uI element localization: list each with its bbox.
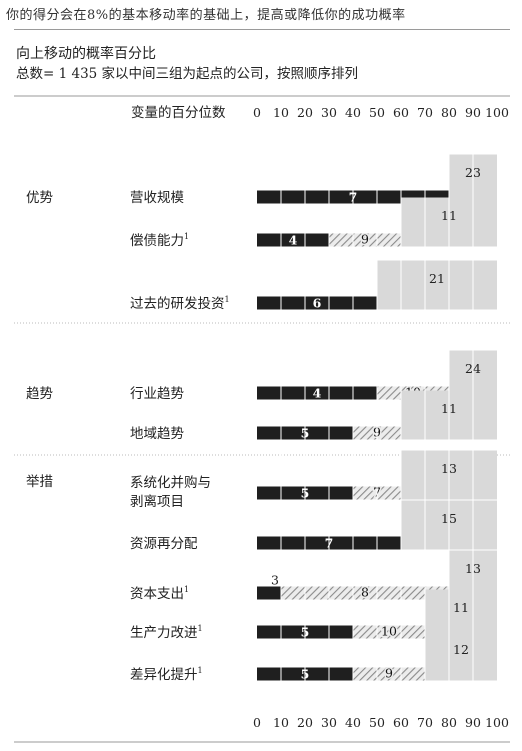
chart-subtitle: 总数= 1 435 家以中间三组为起点的公司，按照顺序排列 [16,66,359,82]
x-tick-label-top: 90 [465,105,481,120]
row-label: 地域趋势 [130,426,184,442]
column-header: 变量的百分位数 [131,105,226,121]
x-tick-label-bottom: 50 [369,715,385,730]
bar-segment-solid [257,296,377,310]
x-tick-label-top: 40 [345,105,361,120]
row-label: 资源再分配 [130,536,198,552]
x-tick-label-top: 80 [441,105,457,120]
bar-segment-hatched [353,625,425,639]
bar-value-label: 3 [271,573,279,588]
bar-segment-solid [257,386,377,400]
x-tick-label-bottom: 40 [345,715,361,730]
x-tick-label-top: 10 [273,105,289,120]
group-label: 优势 [26,190,53,206]
x-tick-label-top: 60 [393,105,409,120]
x-tick-label-top: 30 [321,105,337,120]
x-tick-label-bottom: 100 [485,715,509,730]
bar-value-label: 8 [361,585,369,600]
bar-segment-hatched [353,667,425,681]
bar-value-label: 12 [453,642,469,657]
bar-value-label: 10 [381,624,397,639]
bar-segment-hatched [281,586,449,600]
group-label: 举措 [26,474,53,490]
row-label: 营收规模 [130,190,184,206]
row-label: 生产力改进1 [130,624,203,641]
group-label: 趋势 [26,386,53,402]
x-tick-label-bottom: 10 [273,715,289,730]
bar-segment-solid [257,586,281,600]
x-tick-label-top: 100 [485,105,509,120]
row-label: 行业趋势 [130,386,184,402]
row-label: 系统化并购与 [130,475,211,491]
x-tick-label-bottom: 70 [417,715,433,730]
row-label: 过去的研发投资1 [130,295,230,312]
bar-value-label: 4 [313,386,322,401]
x-tick-label-top: 20 [297,105,313,120]
bar-segment-light [425,589,497,639]
x-tick-label-bottom: 80 [441,715,457,730]
x-tick-label-bottom: 90 [465,715,481,730]
x-tick-label-bottom: 20 [297,715,313,730]
row-label: 资本支出1 [130,585,189,602]
bar-value-label: 4 [289,233,298,248]
x-tick-label-bottom: 0 [253,715,261,730]
x-tick-label-top: 50 [369,105,385,120]
bar-value-label: 21 [429,271,445,286]
row-label: 差异化提升1 [130,666,203,683]
bar-value-label: 9 [385,666,393,681]
bar-value-label: 11 [453,600,469,615]
bar-value-label: 9 [361,232,369,247]
x-tick-label-top: 70 [417,105,433,120]
bar-segment-light [377,260,497,310]
x-tick-label-top: 0 [253,105,261,120]
bar-value-label: 6 [313,296,322,311]
row-label: 偿债能力1 [130,232,189,249]
chart-title: 向上移动的概率百分比 [16,46,156,62]
bar-segment-hatched [329,233,401,247]
x-tick-label-bottom: 60 [393,715,409,730]
page-title: 你的得分会在8%的基本移动率的基础上，提高或降低你的成功概率 [6,8,406,23]
row-label: 剥离项目 [130,493,184,510]
top-divider [14,29,510,30]
x-tick-label-bottom: 30 [321,715,337,730]
bar-segment-solid [257,233,329,247]
bar-segment-light [425,631,497,681]
